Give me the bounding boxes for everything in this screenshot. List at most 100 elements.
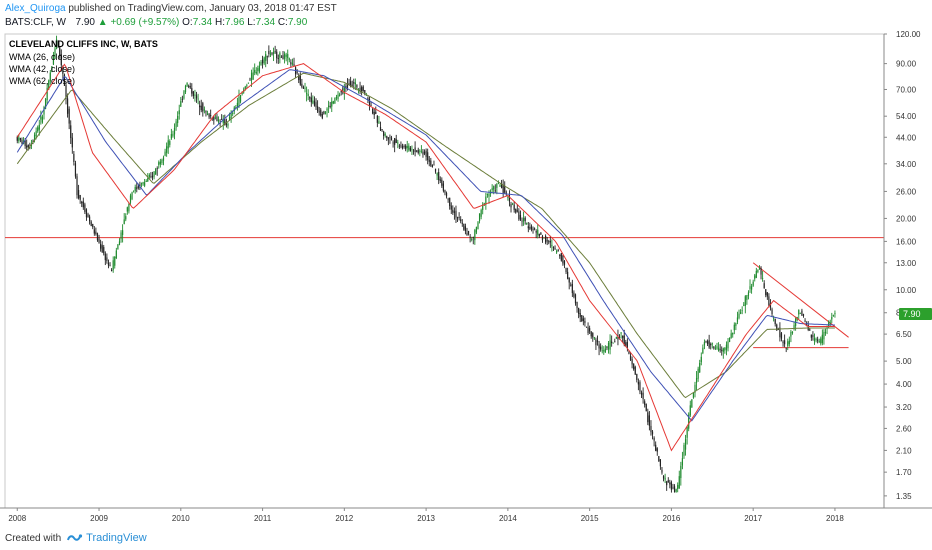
candle-body <box>156 168 158 169</box>
price-chart[interactable]: CLEVELAND CLIFFS INC, W, BATS WMA (26, c… <box>0 30 932 524</box>
candle-body <box>246 85 248 87</box>
candle-body <box>791 331 794 334</box>
candle-body <box>612 342 614 344</box>
candle-body <box>214 117 216 119</box>
change-arrow-icon: ▲ <box>97 17 108 28</box>
candle-body <box>444 190 446 193</box>
candle-body <box>554 247 556 249</box>
candle-body <box>320 109 322 116</box>
candle-body <box>464 226 467 232</box>
candle-body <box>488 193 490 197</box>
candle-body <box>557 250 559 251</box>
candle-body <box>773 317 775 319</box>
candle-body <box>655 444 657 451</box>
candle-body <box>658 456 660 461</box>
candle-body <box>782 341 784 344</box>
candle-body <box>181 98 183 100</box>
candle-body <box>419 150 421 152</box>
candle-body <box>436 173 438 176</box>
candle-body <box>623 335 625 345</box>
candle-body <box>19 138 22 140</box>
candle-body <box>244 86 246 89</box>
last-price: 7.90 <box>75 17 95 28</box>
candle-body <box>255 72 257 74</box>
candle-body <box>147 178 149 182</box>
candle-body <box>834 312 836 315</box>
time-tick-label: 2017 <box>744 514 762 523</box>
candle-body <box>412 150 415 152</box>
legend-wma42: WMA (42, close) <box>9 64 75 74</box>
candle-body <box>527 226 529 229</box>
candle-body <box>672 487 674 489</box>
candle-body <box>51 66 53 72</box>
candle-body <box>590 331 592 337</box>
price-axis[interactable]: 120.00 90.00 70.00 54.00 44.00 34.00 26.00 20.0… <box>883 30 921 508</box>
candle-body <box>268 50 270 54</box>
high-label: H: <box>214 17 225 28</box>
candle-body <box>411 148 413 150</box>
tradingview-brand[interactable]: TradingView <box>86 532 147 544</box>
candle-body <box>90 221 92 227</box>
tradingview-logo-icon[interactable] <box>67 533 83 543</box>
candle-body <box>441 179 443 186</box>
symbol-label[interactable]: BATS:CLF, W <box>5 17 66 28</box>
candle-body <box>824 331 827 334</box>
candle-body <box>312 100 314 104</box>
candle-body <box>587 327 589 333</box>
candle-body <box>769 303 772 308</box>
drawing-layer[interactable] <box>5 237 884 349</box>
candle-body <box>692 393 695 398</box>
candle-body <box>478 213 481 222</box>
candle-body <box>29 147 31 149</box>
candle-body <box>689 405 691 416</box>
candle-body <box>180 101 182 107</box>
candle-body <box>373 111 375 115</box>
candle-body <box>592 333 594 338</box>
candle-body <box>516 210 518 212</box>
candle-body <box>639 382 641 392</box>
candle-body <box>367 97 369 101</box>
candle-body <box>449 197 451 207</box>
candle-body <box>351 84 353 86</box>
candle-body <box>337 94 339 100</box>
candle-body <box>414 147 416 153</box>
candle-body <box>626 342 628 348</box>
candle-body <box>433 164 435 166</box>
candle-body <box>703 342 706 346</box>
candle-body <box>738 313 740 318</box>
candle-body <box>620 332 622 334</box>
last-price-tag-bg <box>899 308 932 321</box>
candle-body <box>815 338 817 341</box>
candle-body <box>161 159 163 164</box>
candle-body <box>430 160 432 166</box>
candle-body <box>747 292 750 296</box>
time-tick-label: 2016 <box>663 514 681 523</box>
candle-body <box>230 113 232 119</box>
candle-body <box>317 106 319 112</box>
candle-body <box>191 88 193 94</box>
candle-body <box>422 151 424 155</box>
candle-body <box>706 341 709 344</box>
candle-body <box>722 348 724 352</box>
candle-body <box>356 84 358 88</box>
candle-body <box>714 347 717 349</box>
candle-body <box>617 335 619 340</box>
candle-body <box>27 144 29 148</box>
candle-body <box>450 205 452 210</box>
candle-body <box>831 316 833 320</box>
candle-body <box>37 127 39 132</box>
time-axis[interactable]: 2008 2009 2010 2011 2012 2013 2014 2015 2016 2017… <box>0 507 932 523</box>
chart-grid <box>4 33 885 509</box>
author-link[interactable]: Alex_Quiroga <box>5 3 66 14</box>
candle-body <box>222 119 224 124</box>
candle-body <box>309 97 311 99</box>
candle-body <box>779 327 781 338</box>
candle-body <box>216 116 218 122</box>
candle-body <box>640 392 643 395</box>
candle-body <box>329 106 331 108</box>
candle-body <box>128 203 130 212</box>
candle-body <box>570 284 572 286</box>
candle-body <box>651 431 654 435</box>
candle-body <box>353 82 355 84</box>
price-tick-label: 13.00 <box>896 259 917 268</box>
